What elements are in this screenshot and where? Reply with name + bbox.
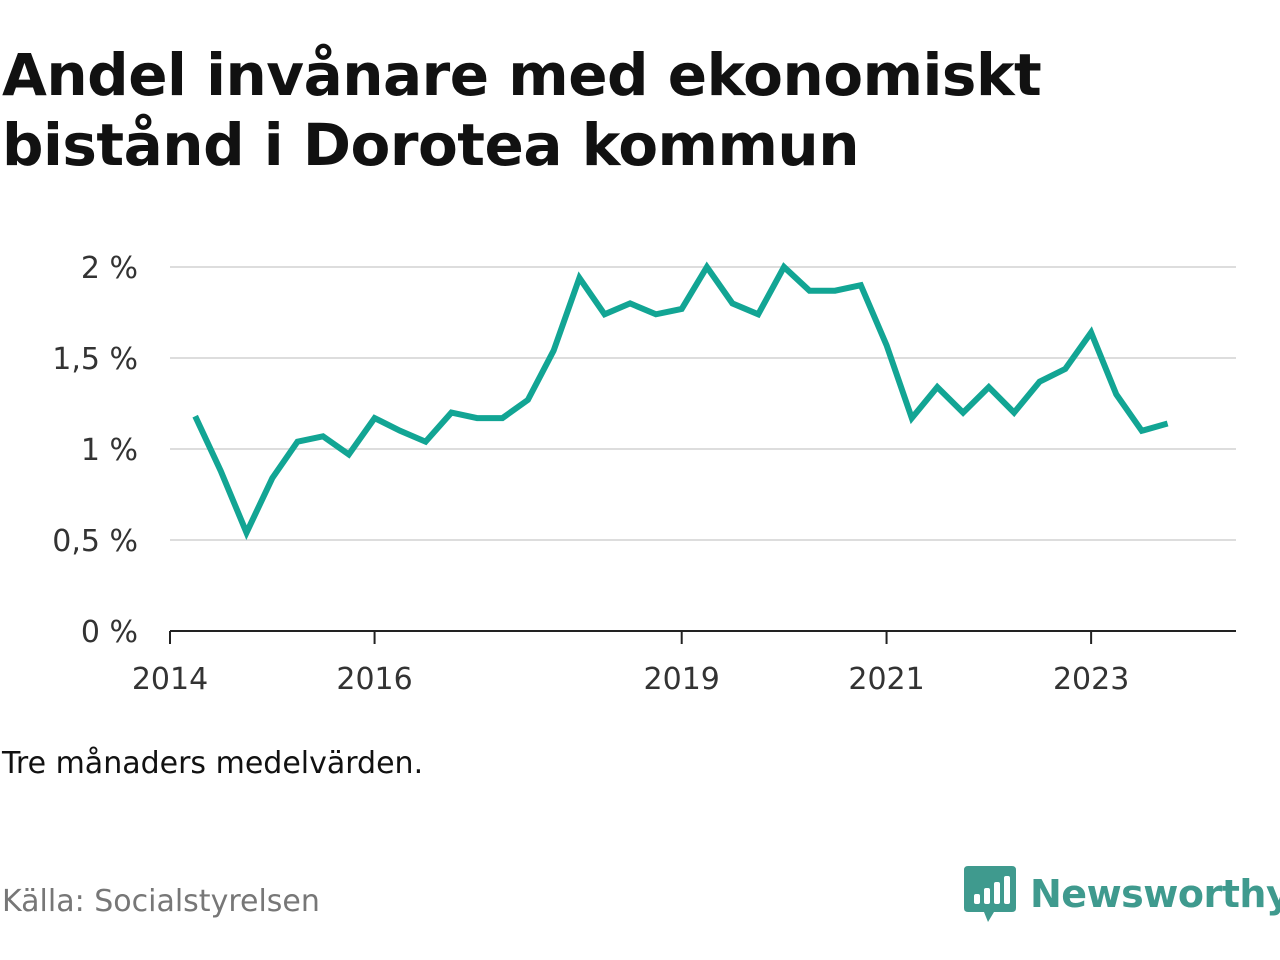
y-tick-label: 0 % <box>81 615 138 650</box>
brand-name: Newsworthy <box>1030 872 1280 916</box>
y-tick-label: 2 % <box>81 251 138 286</box>
chart-note: Tre månaders medelvärden. <box>2 746 424 781</box>
x-tick-label: 2014 <box>132 662 208 697</box>
newsworthy-logo[interactable]: Newsworthy <box>962 862 1280 926</box>
y-axis-labels: 0 % 0,5 % 1 % 1,5 % 2 % <box>52 251 138 650</box>
x-tick-label: 2019 <box>644 662 720 697</box>
chart-title: Andel invånare med ekonomiskt bistånd i … <box>2 41 1042 179</box>
source-text: Källa: Socialstyrelsen <box>2 884 320 919</box>
x-tick-label: 2021 <box>848 662 924 697</box>
series-line <box>192 261 1169 541</box>
y-tick-label: 1 % <box>81 433 138 468</box>
y-tick-label: 1,5 % <box>52 342 138 377</box>
x-axis-labels: 2014 2016 2019 2021 2023 <box>132 662 1129 697</box>
line-chart: 0 % 0,5 % 1 % 1,5 % 2 % 2014 2016 2019 2021 2023 <box>52 251 1236 697</box>
x-tick-label: 2016 <box>336 662 412 697</box>
x-axis-ticks <box>169 631 1093 644</box>
newsworthy-logo-icon <box>964 866 1016 922</box>
gridlines <box>170 266 1236 541</box>
y-tick-label: 0,5 % <box>52 524 138 559</box>
x-tick-label: 2023 <box>1053 662 1129 697</box>
